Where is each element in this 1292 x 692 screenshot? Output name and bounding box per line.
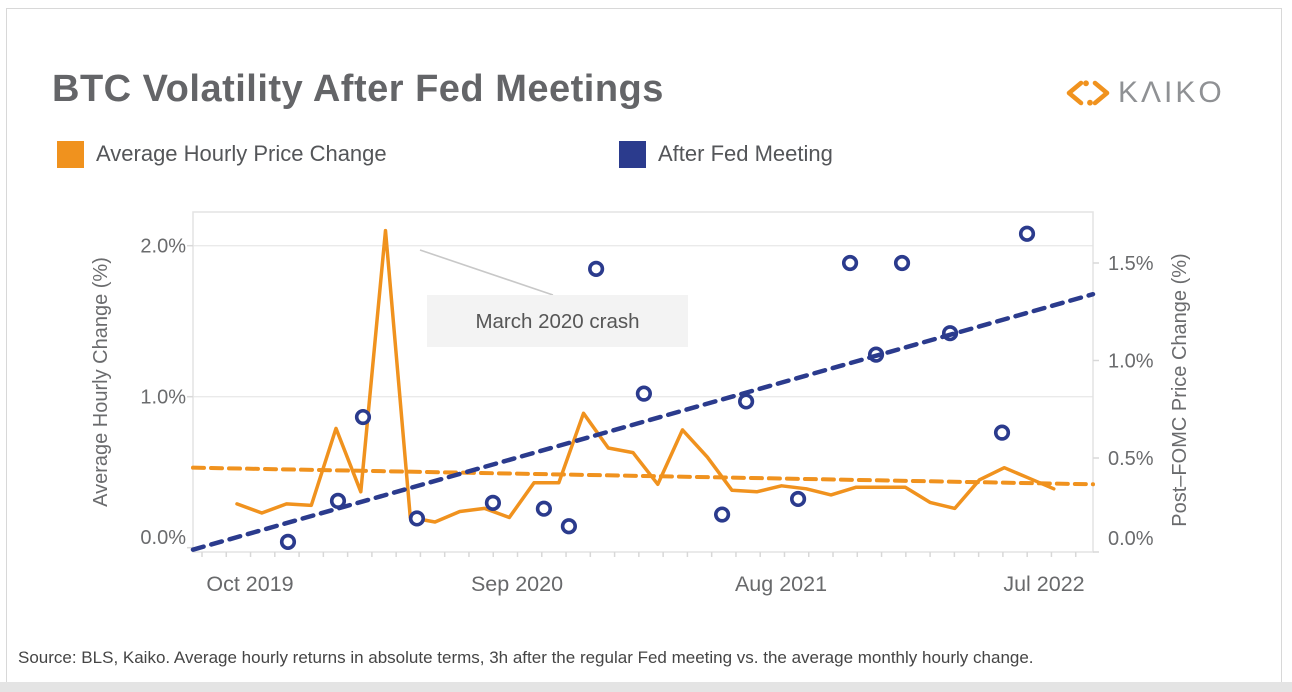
right-tick-label: 1.0% <box>1108 351 1154 373</box>
legend-item-fed-meeting: After Fed Meeting <box>619 140 833 168</box>
plot-border <box>192 211 1094 553</box>
right-axis-title: Post–FOMC Price Change (%) <box>1169 253 1191 526</box>
avg-hourly-line <box>235 228 1056 524</box>
bottom-strip <box>0 682 1292 692</box>
legend-swatch-navy <box>619 140 646 168</box>
fed-meeting-point <box>279 533 297 550</box>
x-tick-label: Oct 2019 <box>206 572 293 596</box>
fed-meeting-point <box>635 385 652 402</box>
kaiko-logo-text: KΛIKO <box>1118 76 1225 109</box>
fed-meeting-trendline <box>190 291 1096 552</box>
kaiko-logo: KΛIKO <box>1064 76 1225 110</box>
fed-meeting-point <box>713 506 731 523</box>
fed-meeting-point <box>354 408 372 426</box>
right-tick-label: 0.0% <box>1108 528 1154 550</box>
fed-meeting-point <box>560 518 577 535</box>
annotation-box <box>427 295 688 347</box>
fed-meeting-point <box>993 424 1011 441</box>
annotation-label: March 2020 crash <box>475 310 639 333</box>
fed-meeting-point <box>789 490 807 508</box>
fed-meeting-point <box>841 254 859 272</box>
left-tick-label: 1.0% <box>140 387 186 409</box>
legend-label: After Fed Meeting <box>658 141 833 166</box>
fed-meeting-point <box>1018 225 1036 242</box>
annotation-callout-line <box>419 249 554 296</box>
legend-swatch-orange <box>57 140 84 168</box>
kaiko-logo-icon <box>1066 80 1110 106</box>
right-tick-label: 1.5% <box>1108 253 1154 275</box>
x-tick-label: Jul 2022 <box>1003 572 1084 596</box>
right-tick-label: 0.5% <box>1108 448 1154 470</box>
page-title: BTC Volatility After Fed Meetings <box>52 68 664 110</box>
avg-hourly-trendline <box>191 465 1095 487</box>
fed-meeting-point <box>588 260 605 277</box>
fed-meeting-point <box>738 393 755 410</box>
legend-label: Average Hourly Price Change <box>96 141 387 166</box>
fed-meeting-point <box>893 254 911 272</box>
left-tick-label: 2.0% <box>140 236 186 258</box>
x-tick-label: Aug 2021 <box>735 572 827 596</box>
source-note: Source: BLS, Kaiko. Average hourly retur… <box>18 648 1034 667</box>
legend-item-avg-hourly: Average Hourly Price Change <box>57 140 387 168</box>
fed-meeting-point <box>535 500 553 517</box>
x-tick-label: Sep 2020 <box>471 572 563 596</box>
fed-meeting-point <box>408 510 426 527</box>
fed-meeting-point <box>484 494 502 511</box>
left-axis-title: Average Hourly Change (%) <box>90 257 112 507</box>
left-tick-label: 0.0% <box>140 527 186 549</box>
